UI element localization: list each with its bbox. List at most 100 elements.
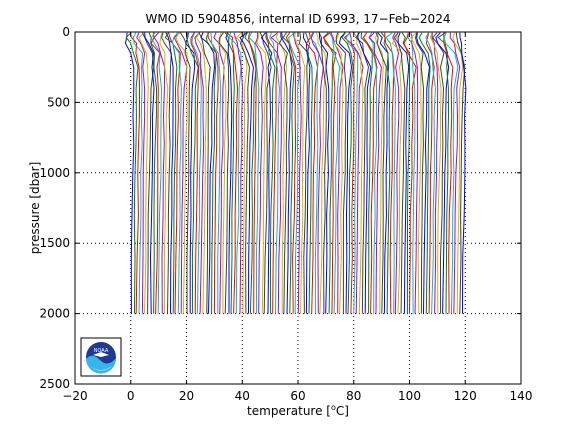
y-tick-label: 500 <box>47 95 70 109</box>
profile-line <box>144 32 155 314</box>
profile-line <box>368 32 382 314</box>
profile-line <box>368 32 378 314</box>
x-tick-label: 120 <box>454 389 477 403</box>
x-tick-label: 80 <box>346 389 361 403</box>
profile-line <box>452 32 464 314</box>
x-tick-label: 100 <box>398 389 421 403</box>
profile-line <box>391 32 403 314</box>
noaa-logo-text: NOAA <box>94 348 109 354</box>
y-tick-label: 0 <box>62 25 70 39</box>
profile-line <box>353 32 364 314</box>
x-tick-label: 20 <box>179 389 194 403</box>
profile-line <box>298 32 310 314</box>
profile-line <box>125 32 139 314</box>
profile-line <box>459 32 467 314</box>
x-tick-label: 60 <box>290 389 305 403</box>
profile-line <box>323 32 337 314</box>
profile-line <box>269 32 280 314</box>
profile-line <box>265 32 276 314</box>
profile-line <box>270 32 282 314</box>
profile-line <box>349 32 364 314</box>
profile-line <box>259 32 272 314</box>
profile-line <box>248 32 260 314</box>
grid-lines <box>75 32 521 384</box>
profile-line <box>226 32 239 314</box>
profile-line <box>416 32 431 314</box>
profile-line <box>185 32 196 314</box>
noaa-bird-icon <box>93 352 109 357</box>
profile-line <box>305 32 319 314</box>
profile-line <box>316 32 327 314</box>
y-tick-label: 1000 <box>39 166 70 180</box>
profile-line <box>410 32 422 314</box>
profile-lines <box>124 32 467 314</box>
profile-line <box>362 32 378 314</box>
profile-line <box>357 32 372 314</box>
profile-line <box>329 32 341 314</box>
profile-line <box>217 32 227 314</box>
profile-line <box>161 32 172 314</box>
profile-line <box>153 32 166 314</box>
profile-line <box>343 32 355 314</box>
profile-line <box>425 32 435 314</box>
profile-line <box>430 32 442 314</box>
profile-line <box>219 32 230 314</box>
profile-line <box>397 32 410 314</box>
profile-line <box>285 32 297 314</box>
y-tick-label: 1500 <box>39 236 70 250</box>
profile-line <box>138 32 149 314</box>
x-tick-label: 140 <box>510 389 533 403</box>
profile-line <box>322 32 334 314</box>
profile-line <box>431 32 445 314</box>
profile-line <box>385 32 396 314</box>
profile-line <box>341 32 354 314</box>
profile-line <box>254 32 264 314</box>
profile-line <box>225 32 233 314</box>
profile-line <box>224 32 235 314</box>
profile-line <box>431 32 439 314</box>
profile-line <box>384 32 395 314</box>
profile-line <box>148 32 158 314</box>
profile-line <box>410 32 419 314</box>
profile-line <box>392 32 400 314</box>
profile-line <box>141 32 155 314</box>
profile-line <box>207 32 219 314</box>
profile-line <box>455 32 466 314</box>
profile-line <box>403 32 417 314</box>
profile-line <box>256 32 268 314</box>
profile-line <box>443 32 454 314</box>
profile-line <box>239 32 254 314</box>
chart-title: WMO ID 5904856, internal ID 6993, 17−Feb… <box>146 12 451 26</box>
profile-line <box>190 32 200 314</box>
profile-line <box>168 32 181 314</box>
profile-line <box>425 32 436 314</box>
profile-line <box>260 32 273 314</box>
x-tick-label: 0 <box>127 389 135 403</box>
noaa-logo: NOAA <box>80 337 122 377</box>
profile-line <box>310 32 324 314</box>
profile-line <box>305 32 313 314</box>
profile-line <box>282 32 295 314</box>
profile-line <box>194 32 205 314</box>
profile-line <box>292 32 302 314</box>
profile-line <box>165 32 174 314</box>
x-tick-label: −20 <box>62 389 87 403</box>
profile-line <box>435 32 450 314</box>
x-axis-label: temperature [oC] <box>247 403 349 418</box>
profile-line <box>205 32 217 314</box>
profile-line <box>280 32 293 314</box>
profile-line <box>449 32 461 314</box>
profile-line <box>335 32 347 314</box>
profile-line <box>278 32 288 314</box>
profile-line <box>198 32 211 314</box>
profile-line <box>266 32 278 314</box>
profile-line <box>338 32 353 314</box>
y-axis-label: pressure [dbar] <box>28 162 42 255</box>
profile-line <box>244 32 257 314</box>
profile-line <box>333 32 344 314</box>
profile-line <box>173 32 188 314</box>
profile-line <box>136 32 146 314</box>
profile-line <box>377 32 389 314</box>
profile-line <box>210 32 222 314</box>
profile-line <box>191 32 202 314</box>
